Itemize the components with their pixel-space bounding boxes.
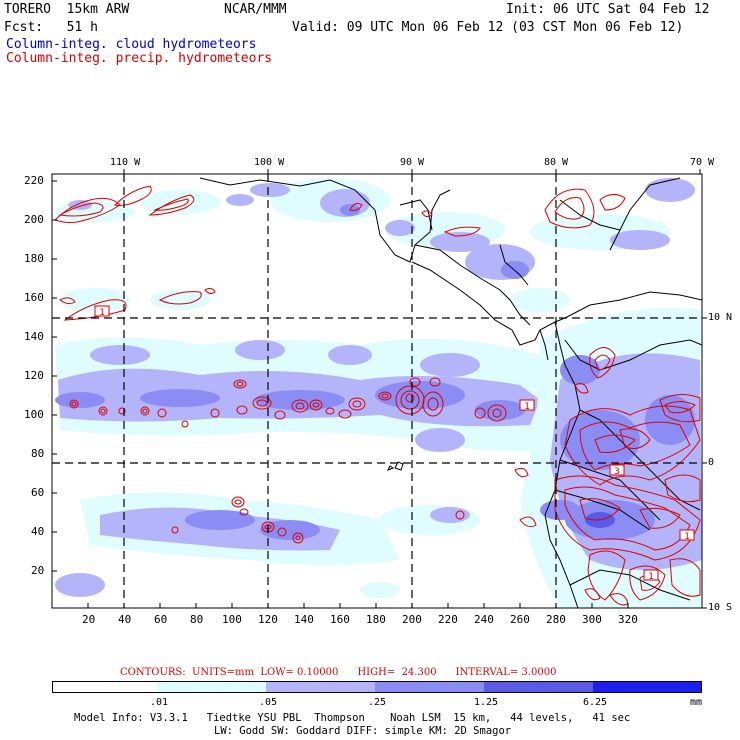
y-tick-label: 60 <box>31 486 45 499</box>
x-tick-label: 120 <box>258 613 278 626</box>
x-tick-label: 160 <box>330 613 350 626</box>
y-tick-label: 80 <box>31 447 45 460</box>
precip-field-label: Column-integ. precip. hydrometeors <box>6 51 273 66</box>
org-label: NCAR/MMM <box>224 2 287 17</box>
precip-contour-layer <box>54 185 701 606</box>
contour-label: 1 <box>524 402 529 412</box>
init-time: Init: 06 UTC Sat 04 Feb 12 <box>506 2 710 17</box>
lat-label-0: 0 <box>708 457 715 468</box>
x-tick-label: 260 <box>510 613 530 626</box>
axis-ticks <box>52 169 707 609</box>
y-tick-label: 140 <box>24 330 44 343</box>
x-tick-label: 80 <box>190 613 204 626</box>
x-tick-label: 140 <box>294 613 314 626</box>
forecast-hour: Fcst: 51 h <box>4 20 98 35</box>
y-tick-label: 220 <box>24 174 44 187</box>
lat-label-10n: 10 N <box>708 312 733 323</box>
lon-label-110w: 110 W <box>110 157 141 168</box>
colorbar-label: 6.25 <box>583 697 608 708</box>
x-tick-label: 320 <box>618 613 638 626</box>
plot-frame <box>51 173 703 609</box>
y-tick-label: 20 <box>31 564 45 577</box>
x-tick-label: 60 <box>154 613 168 626</box>
cloud-fill-layer <box>55 178 702 608</box>
contour-label: 1 <box>648 572 653 582</box>
y-tick-label: 100 <box>24 408 44 421</box>
cloud-field-label: Column-integ. cloud hydrometeors <box>6 37 257 52</box>
x-tick-label: 220 <box>438 613 458 626</box>
contour-label: 1 <box>99 308 104 318</box>
contour-label: 1 <box>684 532 689 542</box>
x-tick-label: 180 <box>366 613 386 626</box>
x-tick-label: 100 <box>222 613 242 626</box>
x-tick-label: 300 <box>582 613 602 626</box>
contour-label: 3 <box>614 467 619 477</box>
colorbar-label: .25 <box>368 697 387 708</box>
contours-info: CONTOURS: UNITS=mm LOW= 0.10000 HIGH= 24… <box>120 667 557 678</box>
y-tick-label: 40 <box>31 525 45 538</box>
lon-label-90w: 90 W <box>400 157 425 168</box>
x-tick-label: 240 <box>474 613 494 626</box>
valid-time: Valid: 09 UTC Mon 06 Feb 12 (03 CST Mon … <box>292 20 684 35</box>
colorbar-label: .01 <box>150 697 169 708</box>
model-title: TORERO 15km ARW <box>4 2 130 17</box>
y-tick-label: 180 <box>24 252 44 265</box>
x-tick-label: 200 <box>402 613 422 626</box>
y-tick-label: 200 <box>24 213 44 226</box>
lon-label-70w: 70 W <box>690 157 715 168</box>
colorbar-frame <box>52 681 702 693</box>
colorbar-units: mm <box>690 697 703 708</box>
x-tick-label: 40 <box>118 613 132 626</box>
lon-label-100w: 100 W <box>254 157 285 168</box>
y-tick-label: 160 <box>24 291 44 304</box>
x-tick-label: 280 <box>546 613 566 626</box>
y-tick-label: 120 <box>24 369 44 382</box>
colorbar-label: 1.25 <box>474 697 499 708</box>
contour-labels: 1 1 1 1 3 <box>94 305 695 582</box>
lon-label-80w: 80 W <box>544 157 569 168</box>
lat-label-10s: 10 S <box>708 602 733 613</box>
colorbar-label: .05 <box>259 697 278 708</box>
latlon-grid <box>52 174 702 608</box>
model-info-line1: Model Info: V3.3.1 Tiedtke YSU PBL Thomp… <box>74 712 631 724</box>
model-info-line2: LW: Godd SW: Goddard DIFF: simple KM: 2D… <box>214 725 512 737</box>
coastline-layer <box>199 177 702 608</box>
x-tick-label: 20 <box>82 613 96 626</box>
